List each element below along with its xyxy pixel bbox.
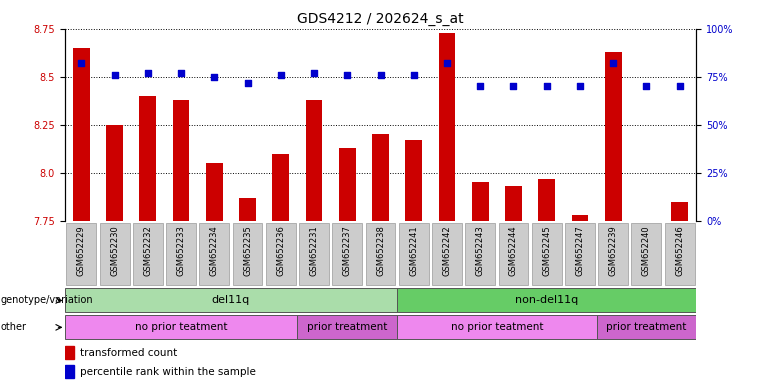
- FancyBboxPatch shape: [298, 315, 397, 339]
- Point: [607, 60, 619, 66]
- Point: [474, 83, 486, 89]
- Text: percentile rank within the sample: percentile rank within the sample: [80, 367, 256, 377]
- Point: [175, 70, 187, 76]
- FancyBboxPatch shape: [632, 223, 661, 285]
- Bar: [505, 186, 522, 221]
- FancyBboxPatch shape: [399, 223, 428, 285]
- FancyBboxPatch shape: [65, 315, 298, 339]
- Point: [673, 83, 686, 89]
- Text: GSM652247: GSM652247: [575, 225, 584, 276]
- Text: GSM652230: GSM652230: [110, 225, 119, 276]
- Text: genotype/variation: genotype/variation: [1, 295, 94, 306]
- Text: prior treatment: prior treatment: [307, 322, 387, 333]
- Text: GSM652233: GSM652233: [177, 225, 186, 276]
- Bar: [372, 134, 389, 221]
- Text: GSM652238: GSM652238: [376, 225, 385, 276]
- FancyBboxPatch shape: [199, 223, 229, 285]
- FancyBboxPatch shape: [299, 223, 329, 285]
- Bar: [605, 52, 622, 221]
- Text: GSM652236: GSM652236: [276, 225, 285, 276]
- Text: no prior teatment: no prior teatment: [135, 322, 228, 333]
- FancyBboxPatch shape: [66, 223, 96, 285]
- Text: GSM652240: GSM652240: [642, 225, 651, 276]
- Point: [640, 83, 652, 89]
- Point: [508, 83, 520, 89]
- Bar: [638, 221, 654, 225]
- Point: [241, 79, 253, 86]
- Text: GSM652243: GSM652243: [476, 225, 485, 276]
- Point: [142, 70, 154, 76]
- Point: [109, 72, 121, 78]
- Text: GSM652242: GSM652242: [442, 225, 451, 276]
- Bar: [272, 154, 289, 221]
- Text: GSM652231: GSM652231: [310, 225, 319, 276]
- Bar: [107, 125, 123, 221]
- Bar: [539, 179, 555, 221]
- Title: GDS4212 / 202624_s_at: GDS4212 / 202624_s_at: [298, 12, 463, 26]
- FancyBboxPatch shape: [397, 288, 696, 313]
- Text: del11q: del11q: [212, 295, 250, 306]
- Bar: [406, 140, 422, 221]
- Text: GSM652239: GSM652239: [609, 225, 618, 276]
- Text: GSM652234: GSM652234: [210, 225, 218, 276]
- Text: GSM652235: GSM652235: [243, 225, 252, 276]
- FancyBboxPatch shape: [432, 223, 462, 285]
- Bar: [339, 148, 355, 221]
- Text: GSM652229: GSM652229: [77, 225, 86, 276]
- Bar: [173, 100, 189, 221]
- Bar: [438, 33, 455, 221]
- FancyBboxPatch shape: [65, 288, 397, 313]
- FancyBboxPatch shape: [333, 223, 362, 285]
- Text: other: other: [1, 322, 27, 333]
- Bar: [139, 96, 156, 221]
- FancyBboxPatch shape: [100, 223, 129, 285]
- FancyBboxPatch shape: [266, 223, 296, 285]
- Point: [574, 83, 586, 89]
- Text: no prior teatment: no prior teatment: [451, 322, 543, 333]
- Point: [308, 70, 320, 76]
- Point: [408, 72, 420, 78]
- FancyBboxPatch shape: [665, 223, 695, 285]
- Bar: [671, 202, 688, 221]
- FancyBboxPatch shape: [365, 223, 396, 285]
- Bar: [472, 182, 489, 221]
- Point: [341, 72, 353, 78]
- Bar: [65, 346, 75, 359]
- Text: GSM652244: GSM652244: [509, 225, 518, 276]
- Point: [275, 72, 287, 78]
- FancyBboxPatch shape: [598, 223, 628, 285]
- Point: [441, 60, 453, 66]
- Text: GSM652237: GSM652237: [342, 225, 352, 276]
- FancyBboxPatch shape: [565, 223, 595, 285]
- Bar: [73, 48, 90, 221]
- Bar: [206, 163, 223, 221]
- FancyBboxPatch shape: [166, 223, 196, 285]
- Point: [75, 60, 88, 66]
- Bar: [572, 215, 588, 221]
- FancyBboxPatch shape: [597, 315, 696, 339]
- FancyBboxPatch shape: [233, 223, 263, 285]
- Text: GSM652241: GSM652241: [409, 225, 419, 276]
- Text: prior treatment: prior treatment: [607, 322, 686, 333]
- Bar: [306, 100, 323, 221]
- FancyBboxPatch shape: [397, 315, 597, 339]
- FancyBboxPatch shape: [133, 223, 163, 285]
- FancyBboxPatch shape: [532, 223, 562, 285]
- Text: GSM652245: GSM652245: [543, 225, 551, 276]
- Point: [209, 74, 221, 80]
- Bar: [239, 198, 256, 221]
- Point: [374, 72, 387, 78]
- FancyBboxPatch shape: [465, 223, 495, 285]
- Bar: [65, 365, 75, 378]
- Text: non-del11q: non-del11q: [515, 295, 578, 306]
- Text: GSM652232: GSM652232: [143, 225, 152, 276]
- Point: [540, 83, 552, 89]
- Text: transformed count: transformed count: [80, 348, 177, 358]
- FancyBboxPatch shape: [498, 223, 528, 285]
- Text: GSM652246: GSM652246: [675, 225, 684, 276]
